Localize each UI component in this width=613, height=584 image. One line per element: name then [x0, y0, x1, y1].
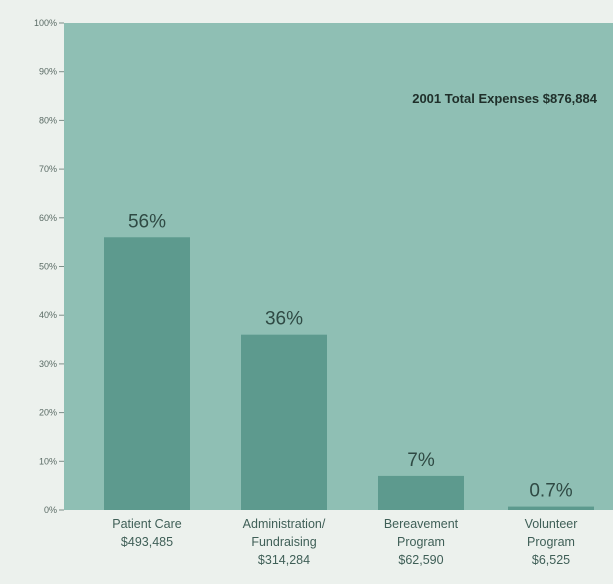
category-label: Volunteer Program $6,525 — [525, 517, 578, 567]
bar — [508, 506, 594, 510]
bar-value-label: 56% — [128, 211, 166, 232]
bar-value-label: 36% — [265, 309, 303, 330]
value-labels: 56% 36% 7% 0.7% — [128, 211, 573, 501]
y-tick-label: 0% — [44, 505, 57, 515]
y-tick-label: 70% — [39, 164, 57, 174]
y-tick-label: 60% — [39, 213, 57, 223]
y-axis: 0% 10% 20% 30% 40% 50% 60% 70% 80% 90% 100% — [34, 18, 64, 515]
y-tick-label: 50% — [39, 262, 57, 272]
bar-value-label: 0.7% — [529, 481, 572, 502]
y-tick-label: 80% — [39, 115, 57, 125]
y-tick-label: 100% — [34, 18, 57, 28]
bar — [241, 334, 327, 510]
category-label: Administration/Fundraising $314,284 — [243, 517, 326, 567]
y-tick-label: 30% — [39, 359, 57, 369]
y-tick-label: 10% — [39, 456, 57, 466]
bar — [378, 475, 464, 510]
bars — [104, 237, 594, 510]
bar — [104, 237, 190, 510]
category-label: Bereavement Program $62,590 — [384, 517, 459, 567]
bar-value-label: 7% — [407, 450, 435, 471]
category-labels: Patient Care $493,485 Administration/Fundr… — [112, 517, 577, 567]
y-tick-label: 40% — [39, 310, 57, 320]
chart-title: 2001 Total Expenses $876,884 — [412, 91, 598, 106]
y-tick-label: 90% — [39, 67, 57, 77]
y-tick-label: 20% — [39, 408, 57, 418]
category-label: Patient Care $493,485 — [112, 517, 182, 549]
